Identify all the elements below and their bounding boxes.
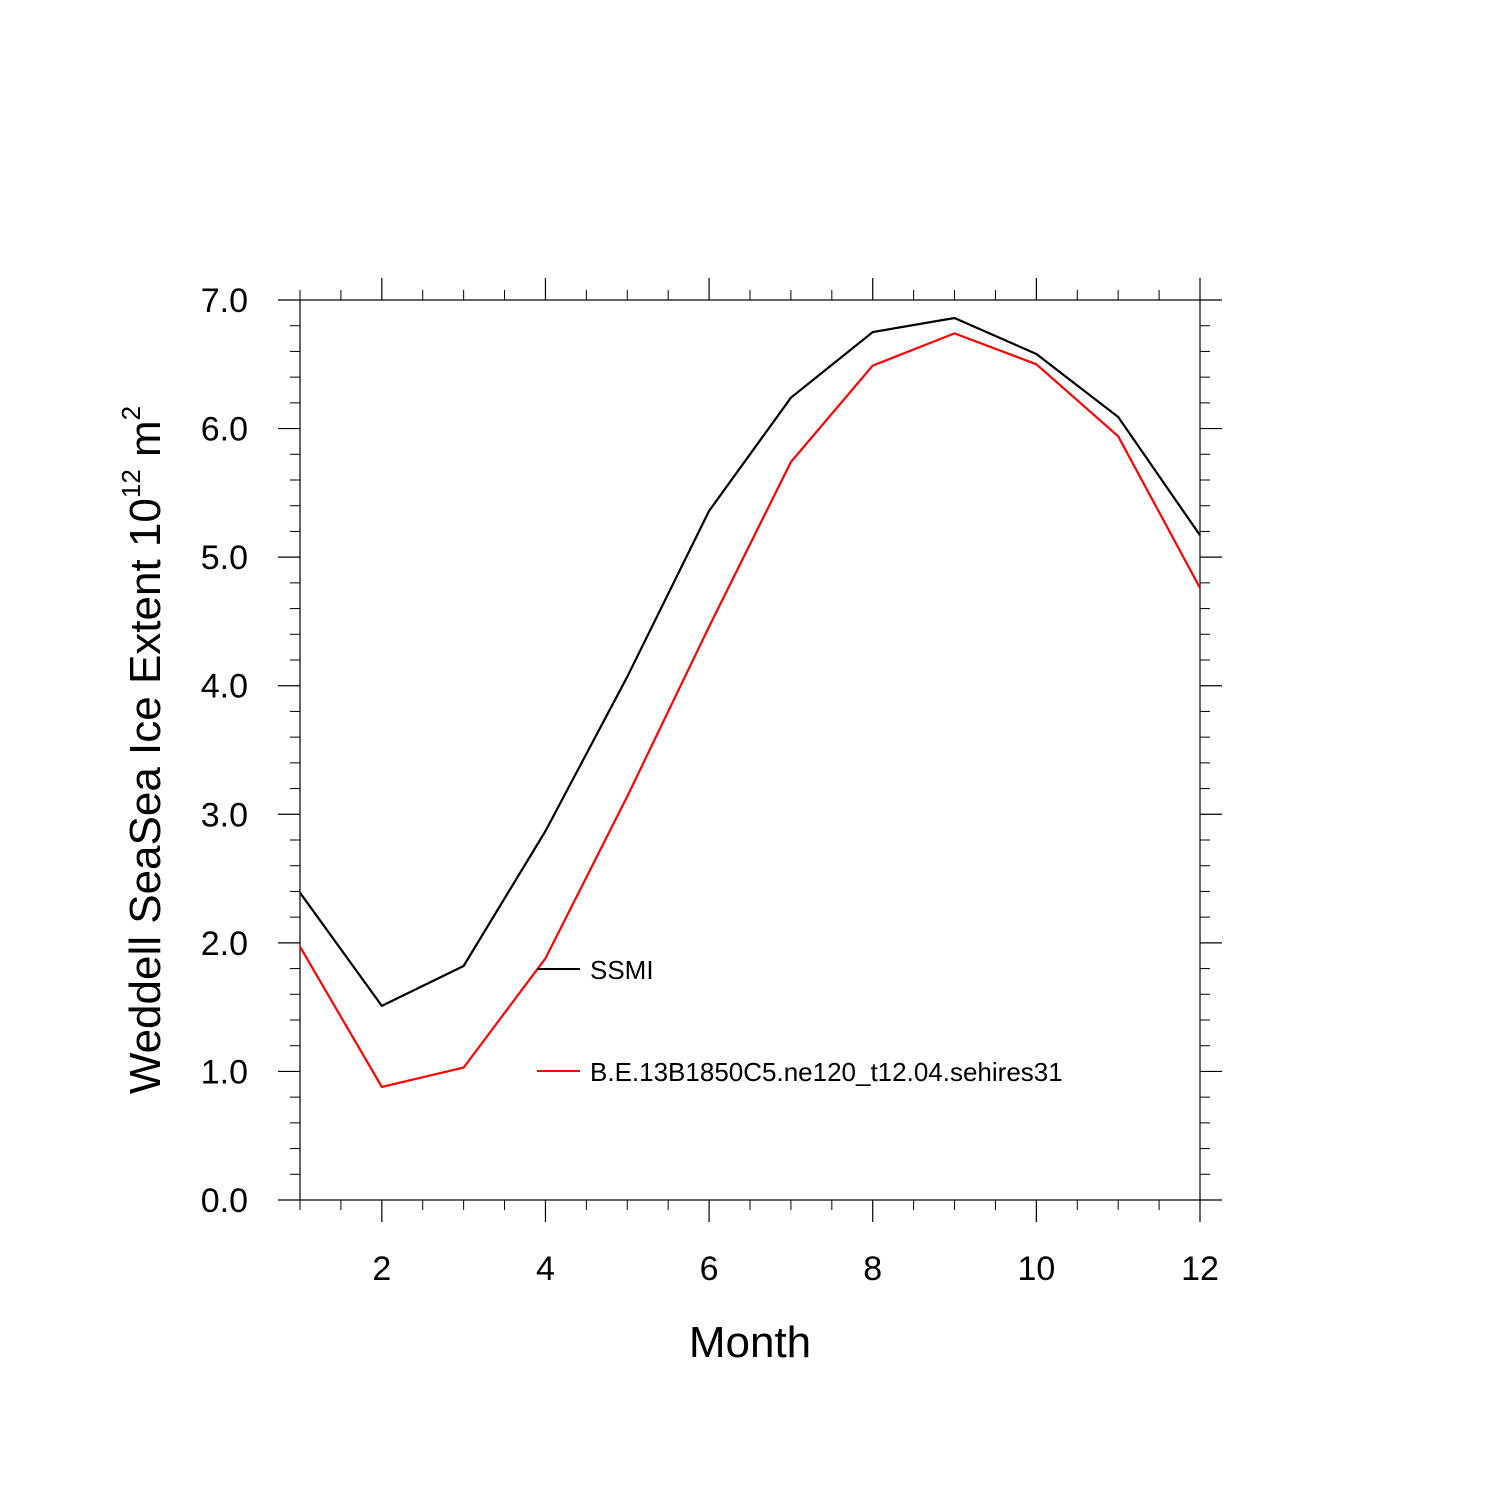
y-tick-labels: 0.0 1.0 2.0 3.0 4.0 5.0 6.0 7.0 (201, 282, 248, 1220)
y-tick-label: 0.0 (201, 1182, 248, 1220)
legend: SSMI B.E.13B1850C5.ne120_t12.04.sehires3… (537, 955, 1063, 1087)
y-tick-label: 5.0 (201, 539, 248, 577)
x-tick-label: 6 (700, 1250, 719, 1288)
x-tick-label: 8 (863, 1250, 882, 1288)
y-axis-title-unit-exponent: 2 (116, 406, 146, 420)
y-tick-label: 3.0 (201, 796, 248, 834)
y-axis-title: Weddell SeaSea Ice Extent 1012 m2 (116, 406, 170, 1094)
x-tick-label: 4 (536, 1250, 555, 1288)
y-axis-title-exponent: 12 (116, 469, 146, 498)
legend-label-ssmi: SSMI (590, 955, 654, 985)
x-tick-label: 12 (1181, 1250, 1219, 1288)
y-tick-label: 4.0 (201, 668, 248, 706)
series-line-model (299, 332, 1201, 1089)
series-lines (299, 316, 1201, 1089)
y-tick-label: 6.0 (201, 411, 248, 449)
x-tick-labels: 2 4 6 8 10 12 (372, 1250, 1219, 1288)
y-axis-title-main: Weddell SeaSea Ice Extent 10 (121, 498, 170, 1094)
y-tick-label: 2.0 (201, 925, 248, 963)
legend-label-model: B.E.13B1850C5.ne120_t12.04.sehires31 (590, 1057, 1063, 1087)
axis-ticks (278, 278, 1222, 1222)
y-tick-label: 7.0 (201, 282, 248, 320)
series-line-ssmi (299, 316, 1201, 1008)
x-tick-label: 2 (372, 1250, 391, 1288)
svg-text:Weddell SeaSea Ice Extent 1012: Weddell SeaSea Ice Extent 1012 m2 (116, 406, 170, 1094)
x-axis-title: Month (689, 1318, 811, 1367)
y-tick-label: 1.0 (201, 1053, 248, 1091)
x-tick-label: 10 (1017, 1250, 1055, 1288)
y-axis-title-unit: m (121, 420, 170, 469)
